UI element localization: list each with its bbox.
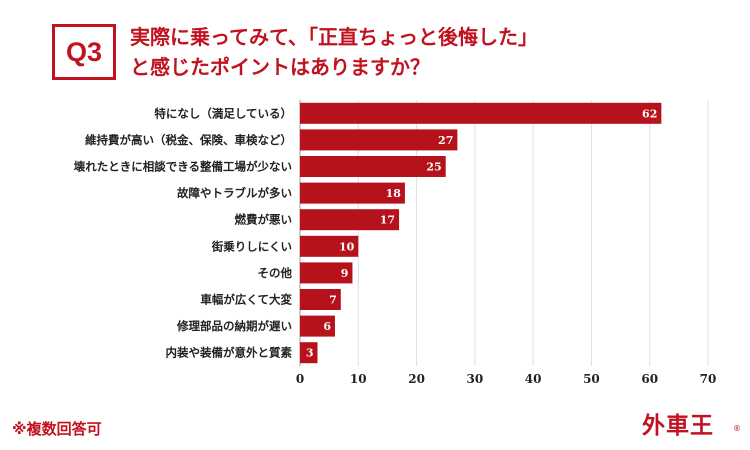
category-label: 内装や装備が意外と質素: [166, 346, 293, 360]
bar: [300, 102, 662, 124]
category-label: 街乗りしにくい: [211, 239, 292, 253]
x-tick-label: 10: [350, 372, 367, 386]
x-tick-label: 30: [467, 372, 484, 386]
bar: [300, 342, 318, 364]
category-label: 修理部品の納期が遅い: [176, 319, 292, 333]
x-tick-label: 20: [408, 372, 425, 386]
bar: [300, 209, 400, 231]
data-label: 62: [642, 107, 657, 120]
category-label: 車幅が広くて大変: [200, 293, 292, 307]
bar: [300, 129, 458, 151]
x-tick-label: 60: [641, 372, 658, 386]
bar: [300, 182, 405, 204]
category-label: 特になし（満足している）: [154, 106, 292, 120]
title-line-1: 実際に乗ってみて、「正直ちょっと後悔した」: [130, 25, 538, 49]
x-tick-label: 70: [700, 372, 717, 386]
data-label: 27: [438, 134, 453, 147]
bar: [300, 156, 446, 177]
data-label: 3: [306, 347, 314, 360]
data-label: 6: [323, 320, 331, 333]
bar: [300, 315, 335, 337]
multiple-answer-note: ※複数回答可: [12, 420, 102, 438]
title-line-2: と感じたポイントはありますか？: [130, 55, 430, 79]
category-label: その他: [258, 266, 293, 280]
question-number: Q3: [65, 36, 103, 67]
question-badge: Q3: [52, 24, 116, 80]
category-label: 故障やトラブルが多い: [177, 186, 292, 200]
category-label: 壊れたときに相談できる整備工場が少ない: [74, 160, 292, 174]
x-tick-label: 40: [525, 372, 542, 386]
brand-logo: 外車王: [642, 412, 714, 439]
data-label: 9: [341, 267, 349, 280]
data-label: 10: [339, 240, 355, 253]
bar: [300, 262, 353, 284]
chart-title: 実際に乗ってみて、「正直ちょっと後悔した」 と感じたポイントはありますか？: [130, 22, 730, 82]
registered-mark: ®: [733, 424, 741, 433]
data-label: 7: [329, 294, 337, 307]
bar: [300, 289, 341, 310]
data-label: 25: [426, 161, 441, 174]
x-tick-label: 50: [583, 372, 600, 386]
bar: [300, 235, 359, 257]
data-label: 18: [386, 187, 402, 200]
category-label: 燃費が悪い: [234, 213, 293, 227]
category-label: 維持費が高い（税金、保険、車検など）: [85, 133, 292, 147]
data-label: 17: [380, 214, 395, 227]
x-tick-label: 0: [296, 372, 304, 386]
